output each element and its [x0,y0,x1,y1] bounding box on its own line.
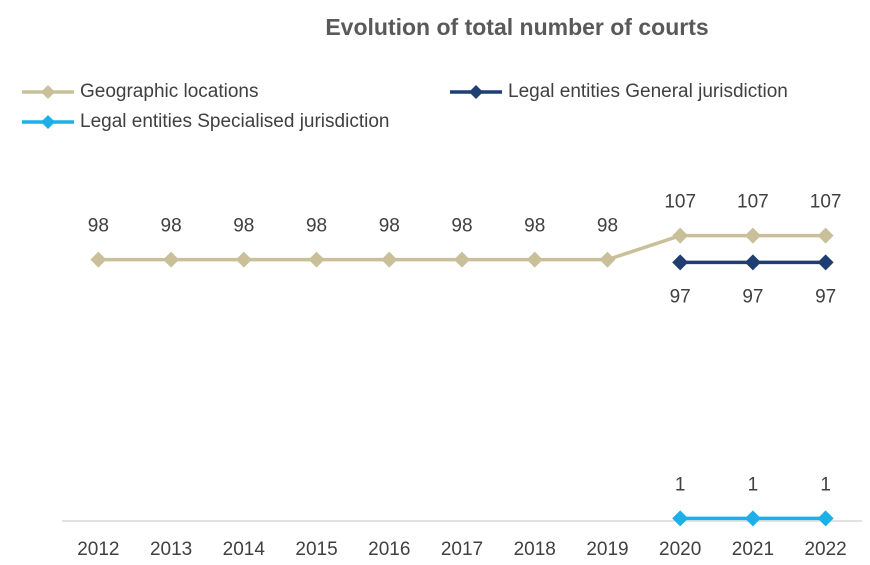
point-marker [672,227,689,244]
legend-label: Legal entities General jurisdiction [508,81,788,102]
point-marker [235,251,252,268]
data-label: 97 [815,286,836,307]
point-marker [817,227,834,244]
legend-label: Geographic locations [80,81,259,102]
data-label: 107 [737,192,769,213]
data-label: 97 [670,286,691,307]
x-tick-label: 2019 [586,539,628,560]
point-marker [744,227,761,244]
data-label: 98 [597,216,618,237]
legend-marker [41,115,55,129]
x-tick-label: 2021 [732,539,774,560]
x-tick-label: 2017 [441,539,483,560]
point-marker [599,251,616,268]
x-tick-label: 2022 [804,539,846,560]
point-marker [744,254,761,271]
data-label: 98 [451,216,472,237]
x-tick-label: 2014 [223,539,266,560]
x-tick-label: 2018 [514,539,556,560]
data-label: 1 [748,474,759,495]
point-marker [672,254,689,271]
x-tick-label: 2013 [150,539,192,560]
point-marker [90,251,107,268]
point-marker [381,251,398,268]
chart-title: Evolution of total number of courts [325,14,708,40]
data-label: 1 [820,474,831,495]
point-marker [817,510,834,527]
point-marker [672,510,689,527]
data-label: 98 [88,216,109,237]
data-label: 98 [233,216,254,237]
data-label: 98 [161,216,182,237]
x-tick-label: 2020 [659,539,701,560]
x-tick-label: 2016 [368,539,410,560]
x-tick-label: 2015 [295,539,337,560]
data-label: 97 [742,286,763,307]
point-marker [744,510,761,527]
data-label: 107 [664,192,696,213]
point-marker [817,254,834,271]
point-marker [163,251,180,268]
legend-marker [469,85,483,99]
data-label: 1 [675,474,686,495]
data-label: 98 [306,216,327,237]
data-label: 98 [524,216,545,237]
point-marker [526,251,543,268]
data-label: 98 [379,216,400,237]
point-marker [454,251,470,268]
point-marker [308,251,325,268]
legend-marker [41,85,55,99]
data-label: 107 [810,192,842,213]
x-tick-label: 2012 [77,539,119,560]
legend-label: Legal entities Specialised jurisdiction [80,111,389,132]
